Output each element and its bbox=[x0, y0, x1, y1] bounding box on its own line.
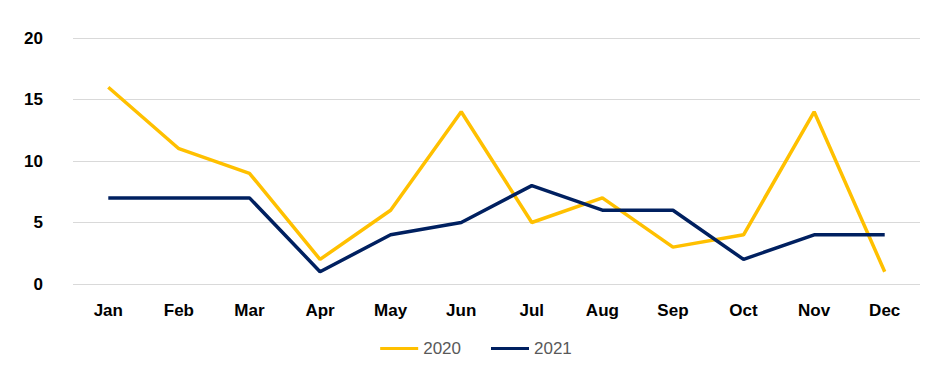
svg-text:Jun: Jun bbox=[446, 301, 476, 320]
svg-text:10: 10 bbox=[24, 152, 43, 171]
svg-text:May: May bbox=[374, 301, 408, 320]
svg-text:Mar: Mar bbox=[234, 301, 265, 320]
svg-text:15: 15 bbox=[24, 90, 43, 109]
svg-text:2020: 2020 bbox=[423, 339, 461, 358]
svg-text:Feb: Feb bbox=[164, 301, 194, 320]
svg-text:5: 5 bbox=[34, 213, 43, 232]
svg-text:0: 0 bbox=[34, 275, 43, 294]
svg-text:20: 20 bbox=[24, 29, 43, 48]
svg-text:Aug: Aug bbox=[586, 301, 619, 320]
svg-text:Apr: Apr bbox=[305, 301, 335, 320]
svg-text:Dec: Dec bbox=[869, 301, 900, 320]
svg-text:Sep: Sep bbox=[657, 301, 688, 320]
svg-text:Jul: Jul bbox=[520, 301, 545, 320]
svg-text:Nov: Nov bbox=[798, 301, 831, 320]
svg-text:2021: 2021 bbox=[534, 339, 572, 358]
svg-text:Oct: Oct bbox=[729, 301, 758, 320]
svg-text:Jan: Jan bbox=[94, 301, 123, 320]
